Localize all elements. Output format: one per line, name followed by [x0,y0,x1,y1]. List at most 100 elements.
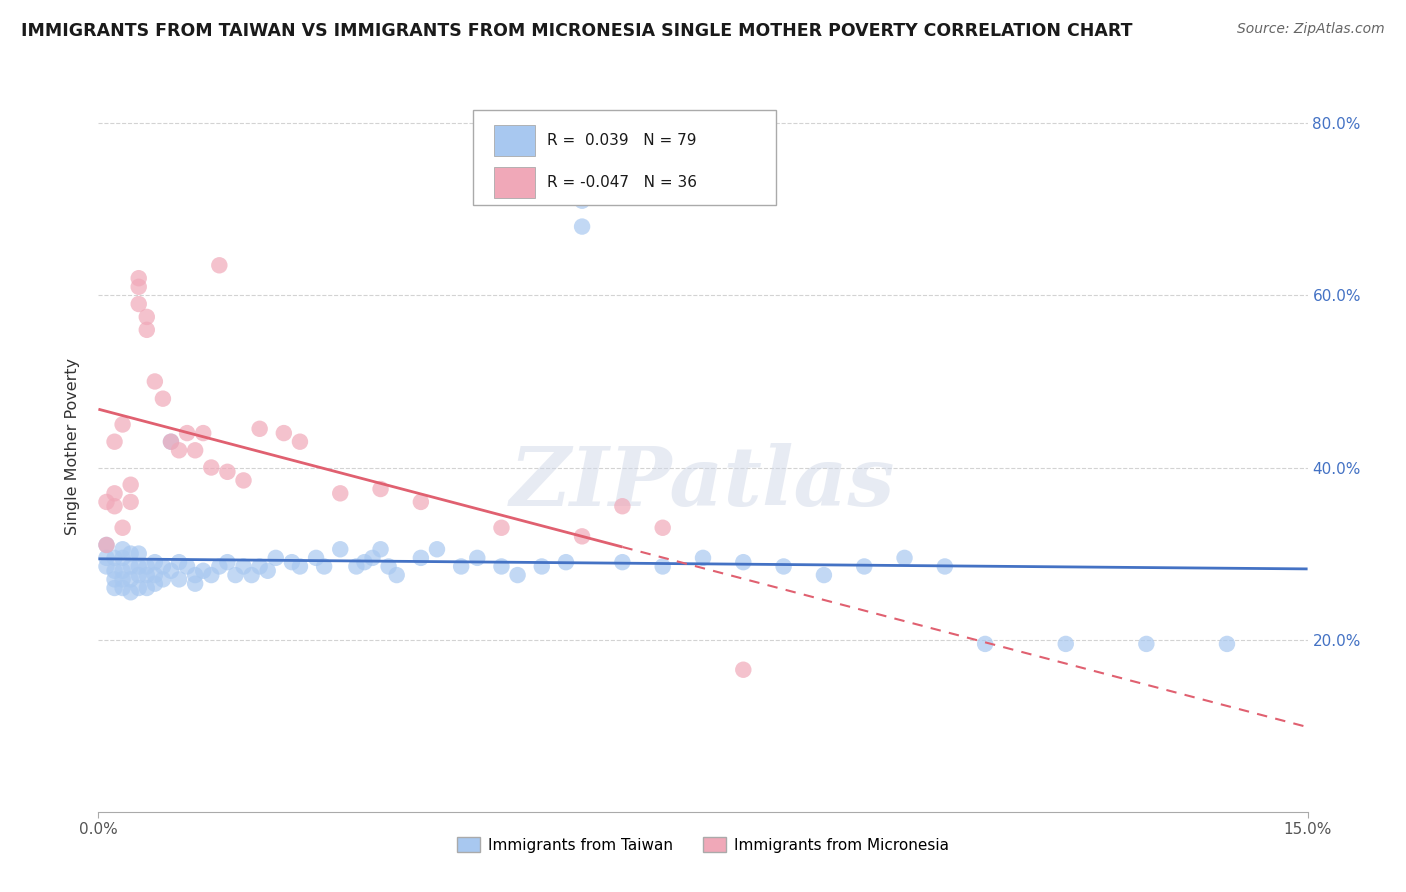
Point [249,422,271,436]
Point [853,559,876,574]
Point [103,581,125,595]
Point [409,495,432,509]
Point [120,585,142,599]
Point [111,417,134,432]
Point [96,538,118,552]
Point [143,375,166,389]
Point [200,460,222,475]
Point [571,219,593,234]
Point [103,573,125,587]
Point [208,258,231,272]
Point [143,576,166,591]
Point [217,555,239,569]
Point [120,559,142,574]
Point [893,550,915,565]
Point [353,555,375,569]
Point [571,529,593,543]
Text: Source: ZipAtlas.com: Source: ZipAtlas.com [1237,22,1385,37]
Point [1054,637,1077,651]
Point [1135,637,1157,651]
Point [281,555,304,569]
Point [329,542,352,557]
Point [103,550,125,565]
Point [128,581,150,595]
Point [288,434,311,449]
Point [120,573,142,587]
Point [143,555,166,569]
Point [934,559,956,574]
Point [571,194,593,208]
FancyBboxPatch shape [494,125,534,155]
Point [160,434,183,449]
Point [200,568,222,582]
Point [465,550,488,565]
Point [344,559,367,574]
Point [329,486,352,500]
Text: ZIPatlas: ZIPatlas [510,442,896,523]
Point [111,564,134,578]
Point [370,482,392,496]
Point [224,568,246,582]
Point [813,568,835,582]
Point [217,465,239,479]
Point [377,559,399,574]
Point [314,559,336,574]
Point [305,550,328,565]
Point [273,426,295,441]
Point [651,559,673,574]
Point [772,559,794,574]
Point [361,550,384,565]
Point [135,568,157,582]
Legend: Immigrants from Taiwan, Immigrants from Micronesia: Immigrants from Taiwan, Immigrants from … [451,831,955,859]
Point [692,550,714,565]
Point [184,568,207,582]
Text: IMMIGRANTS FROM TAIWAN VS IMMIGRANTS FROM MICRONESIA SINGLE MOTHER POVERTY CORRE: IMMIGRANTS FROM TAIWAN VS IMMIGRANTS FRO… [21,22,1133,40]
Point [176,559,198,574]
Point [733,663,755,677]
Point [450,559,472,574]
Point [288,559,311,574]
Point [385,568,408,582]
Point [103,486,125,500]
Point [612,500,634,514]
Point [167,443,190,458]
Point [128,271,150,285]
Point [193,564,215,578]
Point [96,550,118,565]
Point [96,559,118,574]
Point [152,392,174,406]
Point [135,310,157,324]
Point [96,495,118,509]
Point [264,550,287,565]
Point [152,559,174,574]
Point [409,550,432,565]
Point [111,573,134,587]
Point [208,559,231,574]
Point [128,297,150,311]
FancyBboxPatch shape [494,168,534,198]
Text: R = -0.047   N = 36: R = -0.047 N = 36 [547,175,697,190]
Point [128,280,150,294]
Point [135,559,157,574]
Point [111,550,134,565]
Point [120,547,142,561]
Point [111,581,134,595]
Point [96,538,118,552]
Point [184,443,207,458]
FancyBboxPatch shape [474,110,776,204]
Y-axis label: Single Mother Poverty: Single Mother Poverty [65,358,80,534]
Point [426,542,449,557]
Point [193,426,215,441]
Point [120,477,142,491]
Point [256,564,278,578]
Point [103,500,125,514]
Point [152,573,174,587]
Text: R =  0.039   N = 79: R = 0.039 N = 79 [547,133,696,148]
Point [184,576,207,591]
Point [974,637,997,651]
Point [167,555,190,569]
Point [506,568,529,582]
Point [530,559,553,574]
Point [160,564,183,578]
Point [167,573,190,587]
